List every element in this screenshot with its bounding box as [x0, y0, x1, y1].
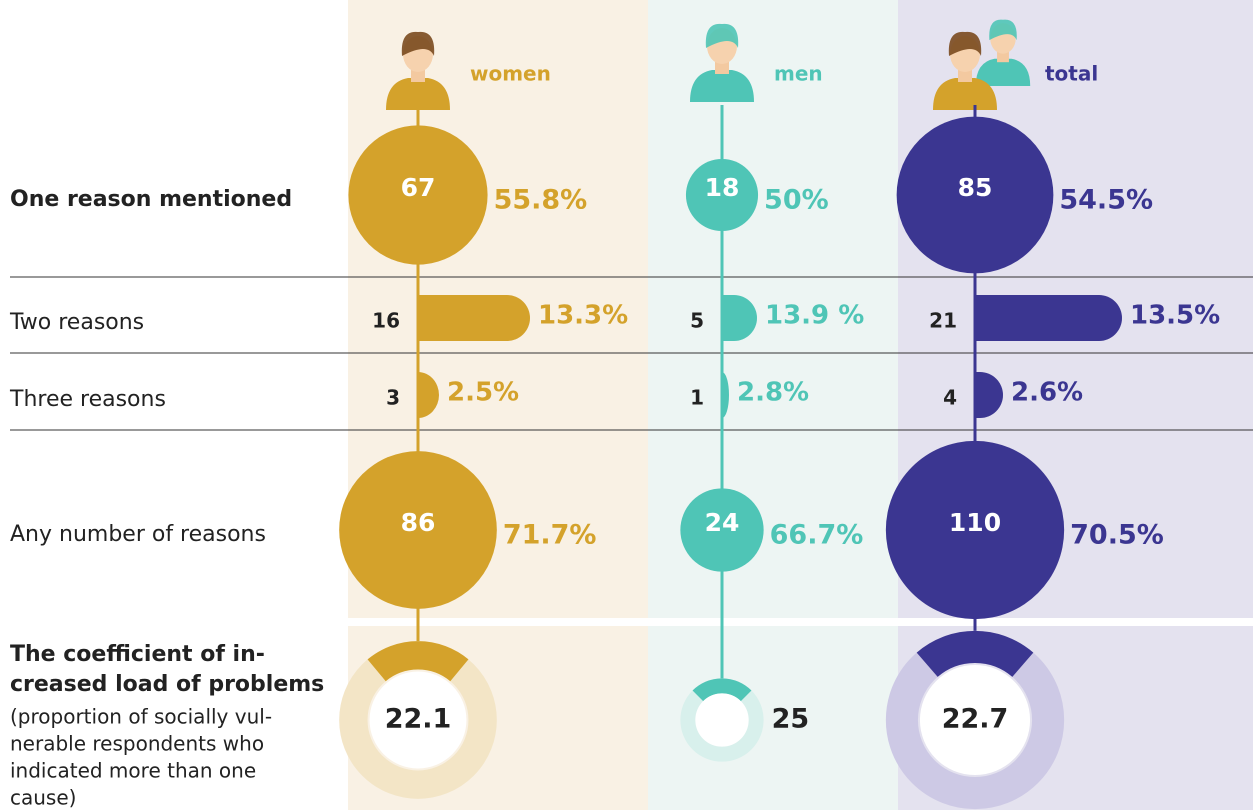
person-icon: [690, 23, 754, 102]
count-circle: [339, 451, 497, 609]
count-circle: [685, 158, 759, 232]
icon-hair: [989, 19, 1017, 41]
percent-label: 54.5%: [1059, 185, 1153, 216]
percent-label: 70.5%: [1070, 520, 1164, 551]
icon-body: [386, 78, 450, 110]
percent-label: 50%: [764, 185, 829, 216]
count-label: 21: [929, 309, 957, 333]
column-header: men: [774, 62, 823, 86]
coefficient-note: cause): [10, 786, 76, 810]
coefficient-label: 22.7: [942, 704, 1009, 735]
count-label: 5: [690, 309, 704, 333]
percent-label: 2.5%: [447, 378, 519, 408]
coefficient-note: indicated more than one: [10, 759, 256, 783]
count-label: 18: [705, 173, 740, 202]
count-label: 85: [958, 173, 993, 202]
count-bar: [975, 295, 1122, 341]
count-label: 86: [401, 508, 436, 537]
count-label: 24: [705, 508, 740, 537]
percent-label: 2.6%: [1011, 378, 1083, 408]
coefficient-note: (proportion of socially vul-: [10, 705, 272, 729]
count-circle: [885, 440, 1065, 620]
icon-body: [975, 58, 1031, 86]
percent-label: 71.7%: [503, 520, 597, 551]
donut-center: [919, 664, 1031, 776]
count-label: 110: [949, 508, 1001, 537]
person-icon: [933, 31, 997, 110]
row-label: Any number of reasons: [10, 522, 266, 547]
percent-label: 66.7%: [770, 520, 864, 551]
percent-label: 13.9 %: [765, 301, 864, 331]
icon-hair: [705, 23, 739, 48]
coefficient-arc: [916, 630, 1034, 678]
row-label: Three reasons: [9, 387, 166, 412]
coefficient-title: creased load of problems: [10, 672, 324, 697]
icon-body: [933, 78, 997, 110]
count-circle: [896, 116, 1054, 274]
count-bar: [722, 295, 757, 341]
count-label: 1: [690, 386, 704, 410]
coefficient-label: 25: [772, 704, 810, 735]
count-circle: [680, 488, 764, 572]
coefficient-title: The coefficient of in-: [10, 642, 265, 667]
count-label: 67: [401, 173, 436, 202]
count-label: 4: [943, 386, 957, 410]
count-label: 3: [386, 386, 400, 410]
coefficient-label: 22.1: [385, 704, 452, 735]
coefficient-note: nerable respondents who: [10, 732, 264, 756]
icon-neck: [997, 50, 1009, 63]
count-bar: [722, 372, 729, 418]
percent-label: 13.3%: [538, 301, 628, 331]
count-bar: [418, 372, 439, 418]
count-bar: [418, 295, 530, 341]
icon-body: [690, 70, 754, 102]
count-label: 16: [372, 309, 400, 333]
count-circle: [348, 125, 488, 265]
donut-center: [695, 693, 749, 747]
row-label: Two reasons: [9, 310, 144, 335]
column-header: women: [470, 62, 551, 86]
percent-label: 55.8%: [494, 185, 588, 216]
row-label: One reason mentioned: [10, 187, 292, 212]
percent-label: 13.5%: [1130, 301, 1220, 331]
icon-hair: [948, 31, 982, 56]
donut-center: [369, 671, 467, 769]
count-bar: [975, 372, 1003, 418]
percent-label: 2.8%: [737, 378, 809, 408]
icon-hair: [401, 31, 435, 56]
coefficient-arc: [367, 641, 469, 682]
person-icon: [386, 31, 450, 110]
column-header: total: [1045, 62, 1098, 86]
person-icon: [975, 19, 1031, 86]
coefficient-arc: [692, 678, 752, 702]
